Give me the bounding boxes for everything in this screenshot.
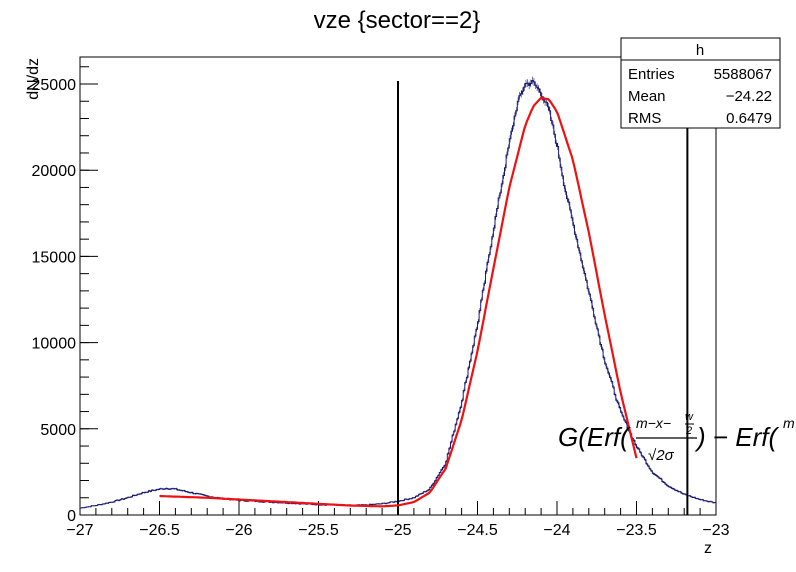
stats-box-title: h	[696, 42, 704, 59]
histogram-trace	[80, 80, 716, 509]
stats-value-rms: 0.6479	[726, 110, 772, 127]
y-tick-label: 25000	[32, 77, 77, 94]
x-tick-label: −23.5	[616, 522, 657, 539]
stats-label-mean: Mean	[628, 88, 666, 105]
svg-text:2: 2	[685, 425, 692, 437]
stats-label-rms: RMS	[628, 110, 661, 127]
stats-label-entries: Entries	[628, 66, 675, 83]
x-tick-label: −26	[225, 522, 252, 539]
svg-text:√2σ: √2σ	[648, 447, 675, 464]
x-tick-label: −24.5	[457, 522, 498, 539]
stats-value-mean: −24.22	[726, 88, 772, 105]
x-tick-label: −23	[702, 522, 729, 539]
y-axis-label: dN/dz	[25, 58, 42, 100]
x-tick-label: −27	[66, 522, 93, 539]
x-axis-label: z	[704, 540, 712, 557]
fit-curve	[159, 96, 638, 508]
y-tick-label: 15000	[32, 249, 77, 266]
stats-box-frame	[620, 37, 781, 129]
stats-box: h Entries 5588067 Mean −24.22 RMS 0.6479	[620, 37, 781, 129]
y-tick-label: 0	[67, 508, 76, 525]
svg-text:m: m	[783, 415, 795, 431]
axes: −27 −26.5 −26 −25.5 −25 −24.5 −24 −23.5 −23 0 5000…	[32, 56, 730, 539]
vertical-lines	[397, 81, 689, 515]
stats-value-entries: 5588067	[714, 66, 772, 83]
svg-text:G(Erf(: G(Erf(	[558, 422, 631, 452]
fit-formula-annotation: G(Erf( m−x− w 2 √2σ ) − Erf( m	[558, 411, 795, 464]
x-tick-label: −24	[543, 522, 570, 539]
y-tick-label: 20000	[32, 163, 77, 180]
y-tick-label: 10000	[32, 336, 77, 353]
svg-text:) − Erf(: ) − Erf(	[694, 422, 780, 452]
x-tick-label: −26.5	[139, 522, 180, 539]
x-tick-label: −25	[384, 522, 411, 539]
chart-title: vze {sector==2}	[314, 7, 481, 34]
svg-text:m−x−: m−x−	[636, 415, 671, 431]
x-tick-label: −25.5	[298, 522, 339, 539]
fit-series	[159, 96, 638, 508]
svg-text:w: w	[685, 411, 694, 423]
y-tick-label: 5000	[40, 422, 76, 439]
